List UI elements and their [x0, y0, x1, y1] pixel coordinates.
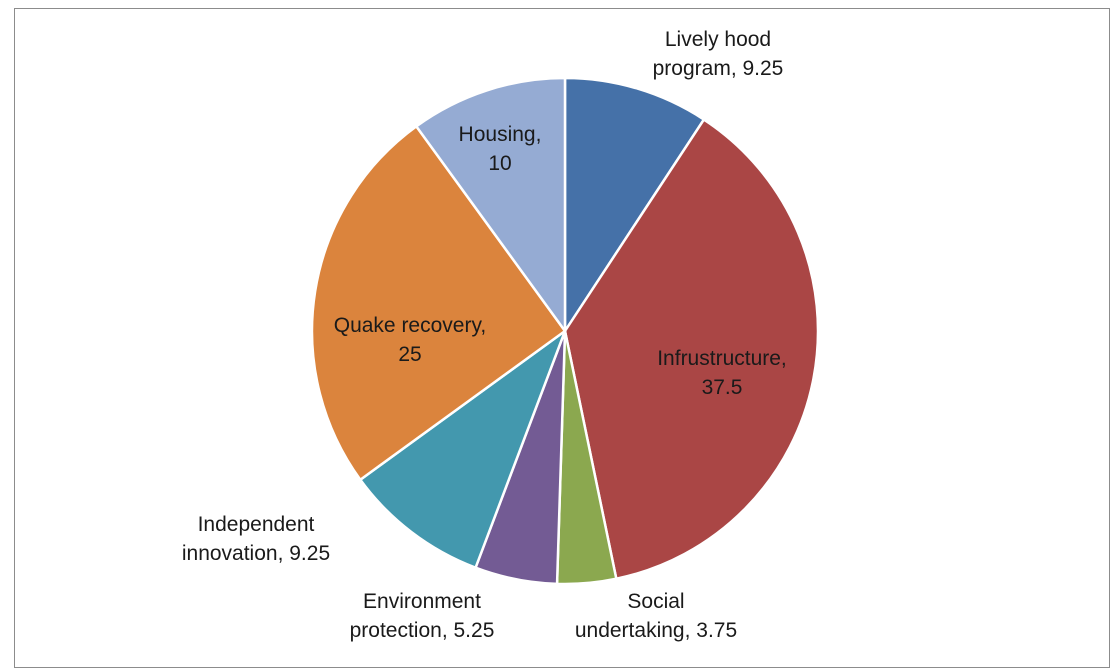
data-label-quake-recovery: Quake recovery, 25 [334, 314, 487, 366]
data-label-line: Quake recovery, [334, 314, 487, 337]
pie-labels: Lively hood program, 9.25 Infrustructure, 3… [182, 28, 787, 642]
data-label-infrustructure: Infrustructure, 37.5 [657, 347, 787, 399]
data-label-line: innovation, 9.25 [182, 542, 330, 565]
data-label-line: Social [627, 590, 684, 613]
pie-chart: Lively hood program, 9.25 Infrustructure, 3… [182, 28, 820, 642]
data-label-line: protection, 5.25 [350, 619, 495, 642]
pie-slice-housing [414, 76, 567, 335]
data-label-social-undertaking: Social undertaking, 3.75 [575, 590, 737, 642]
pie-slice-quake-recovery [310, 124, 567, 482]
data-label-line: Housing, [459, 123, 542, 146]
data-label-line: Independent [198, 513, 315, 536]
data-label-line: Lively hood [665, 28, 771, 51]
data-label-housing: Housing, 10 [459, 123, 542, 175]
data-label-line: 10 [488, 152, 511, 175]
pie-slices [310, 76, 820, 586]
data-label-line: 37.5 [702, 376, 743, 399]
pie-slice-infrustructure [563, 117, 820, 581]
data-label-lively-hood-program: Lively hood program, 9.25 [653, 28, 784, 80]
pie-slice-independent-innovation [358, 327, 568, 570]
pie-slice-lively-hood-program [563, 76, 706, 336]
data-label-independent-innovation: Independent innovation, 9.25 [182, 513, 330, 565]
data-label-line: Infrustructure, [657, 347, 787, 370]
data-label-line: program, 9.25 [653, 57, 784, 80]
data-label-line: Environment [363, 590, 481, 613]
data-label-environment-protection: Environment protection, 5.25 [350, 590, 495, 642]
data-label-line: 25 [398, 343, 421, 366]
data-label-line: undertaking, 3.75 [575, 619, 737, 642]
